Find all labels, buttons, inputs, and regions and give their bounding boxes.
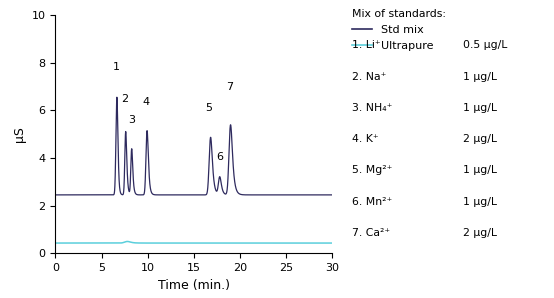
Text: 7. Ca²⁺: 7. Ca²⁺	[352, 228, 390, 238]
Legend: Std mix, Ultrapure: Std mix, Ultrapure	[352, 25, 433, 51]
Text: 2: 2	[121, 94, 128, 104]
Text: 3. NH₄⁺: 3. NH₄⁺	[352, 103, 392, 113]
X-axis label: Time (min.): Time (min.)	[158, 279, 230, 291]
Text: 1 μg/L: 1 μg/L	[463, 103, 496, 113]
Text: 4. K⁺: 4. K⁺	[352, 134, 378, 144]
Text: 6. Mn²⁺: 6. Mn²⁺	[352, 197, 392, 207]
Text: 7: 7	[226, 82, 233, 92]
Text: 1 μg/L: 1 μg/L	[463, 72, 496, 82]
Text: 2. Na⁺: 2. Na⁺	[352, 72, 386, 82]
Text: 3: 3	[128, 114, 135, 125]
Text: 2 μg/L: 2 μg/L	[463, 134, 496, 144]
Text: 1: 1	[113, 62, 120, 72]
Text: 5. Mg²⁺: 5. Mg²⁺	[352, 165, 392, 176]
Text: 1 μg/L: 1 μg/L	[463, 197, 496, 207]
Text: 0.5 μg/L: 0.5 μg/L	[463, 40, 507, 50]
Y-axis label: μS: μS	[13, 126, 26, 142]
Text: 1 μg/L: 1 μg/L	[463, 165, 496, 176]
Text: 2 μg/L: 2 μg/L	[463, 228, 496, 238]
Text: 4: 4	[143, 97, 150, 107]
Text: 6: 6	[217, 151, 224, 162]
Text: 5: 5	[205, 103, 212, 113]
Text: 1. Li⁺: 1. Li⁺	[352, 40, 381, 50]
Text: Mix of standards:: Mix of standards:	[352, 9, 446, 19]
